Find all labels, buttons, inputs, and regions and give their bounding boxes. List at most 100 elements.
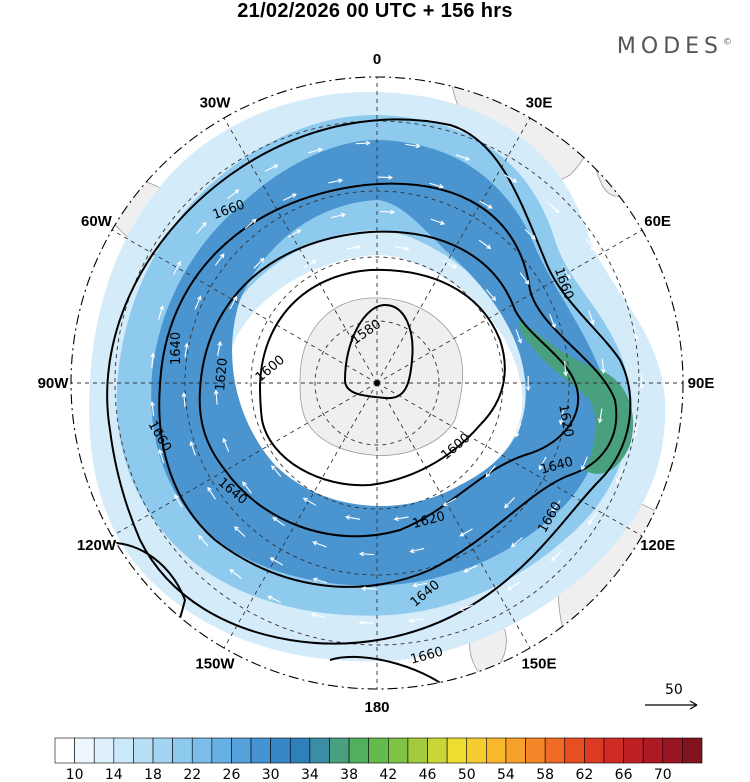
wind-arrowhead — [234, 189, 240, 194]
wind-arrowhead — [269, 557, 275, 562]
colorbar-tick-label: 46 — [419, 767, 437, 782]
wind-arrow — [272, 517, 285, 527]
wind-arrowhead — [563, 371, 568, 377]
longitude-label: 90E — [688, 375, 715, 392]
contour-1640 — [158, 182, 618, 588]
wind-arrow — [551, 550, 563, 561]
wind-arrow — [405, 143, 420, 147]
colorbar-tick-label: 54 — [497, 767, 515, 782]
longitude-label: 90W — [38, 375, 70, 392]
wind-arrowhead — [181, 392, 187, 398]
antarctica-landmass — [299, 297, 464, 456]
colorbar-swatch — [544, 737, 566, 764]
wind-arrowhead — [150, 352, 156, 358]
wind-arrowhead — [150, 401, 155, 407]
wind-arrowhead — [566, 274, 571, 280]
wind-arrowhead — [217, 340, 223, 347]
colorbar-tick-label: 26 — [223, 767, 241, 782]
wind-arrowhead — [310, 612, 316, 618]
colorbar-tick-label: 58 — [536, 767, 554, 782]
wind-arrow — [308, 148, 322, 154]
colorbar-swatch — [584, 737, 605, 764]
wind-arrow — [173, 261, 181, 275]
wind-arrowhead — [504, 503, 509, 509]
reference-vector-label: 50 — [665, 682, 683, 698]
wind-arrowhead — [615, 478, 621, 484]
wind-arrowhead — [587, 520, 593, 526]
longitude-labels: 0 30E 60E 90E 120E 150E 180 150W 120W 90W 60W 30W — [38, 51, 715, 716]
wind-arrowhead — [312, 540, 318, 546]
wind-arrow — [504, 497, 515, 508]
meridian-line — [111, 382, 378, 537]
wind-vectors — [150, 140, 645, 626]
wind-arrowhead — [198, 534, 203, 540]
wind-arrowhead — [234, 526, 239, 531]
wind-arrowhead — [245, 374, 251, 380]
wind-arrow — [268, 595, 282, 603]
wind-arrow — [328, 179, 343, 184]
wind-arrow — [252, 329, 259, 343]
wind-arrowhead — [197, 295, 202, 301]
wind-arrowhead — [581, 465, 586, 471]
wind-arrow — [485, 289, 496, 301]
wind-arrowhead — [337, 178, 344, 184]
wind-arrow — [443, 260, 457, 269]
wind-arrow — [312, 541, 327, 548]
wind-arrow — [479, 200, 493, 209]
wind-arrow — [560, 410, 564, 425]
wind-arrowhead — [254, 328, 259, 334]
wind-arrowhead — [590, 245, 595, 251]
wind-arrow — [519, 272, 530, 285]
wind-arrowhead — [358, 620, 364, 626]
colorbar-swatch — [427, 737, 448, 764]
colorbar-swatch — [486, 737, 507, 764]
south-pole-marker — [374, 380, 380, 386]
wind-arrowhead — [388, 175, 394, 180]
wind-arrowhead — [184, 342, 189, 348]
wind-arrowhead — [524, 279, 530, 285]
wind-arrowhead — [159, 305, 164, 311]
shading-core — [151, 140, 605, 586]
wind-arrow — [151, 353, 154, 368]
colorbar-swatch — [289, 737, 311, 764]
wind-arrow — [174, 494, 183, 508]
wind-arrow — [190, 441, 196, 456]
wind-arrow — [394, 516, 409, 520]
wind-arrowhead — [600, 368, 606, 374]
colorbar-tick-label: 14 — [105, 767, 123, 782]
wind-arrowhead — [355, 244, 362, 250]
wind-arrow — [360, 553, 375, 556]
wind-arrowhead — [487, 204, 493, 209]
wind-arrow — [194, 296, 202, 310]
wind-arrowhead — [510, 542, 516, 548]
wind-arrowhead — [617, 288, 622, 295]
wind-arrowhead — [312, 577, 318, 583]
wind-arrow — [443, 497, 457, 506]
longitude-label: 0 — [373, 51, 381, 68]
wind-arrowhead — [219, 253, 225, 259]
wind-arrow — [196, 222, 207, 234]
wind-arrow — [429, 182, 444, 188]
wind-arrow — [217, 341, 221, 356]
colorbar-tick-label: 66 — [615, 767, 633, 782]
contour-label-1620: 1620 — [555, 403, 576, 438]
brand-text: MODES — [616, 34, 723, 59]
wind-arrowhead — [251, 422, 257, 428]
wind-arrow — [616, 469, 623, 483]
wind-arrow — [355, 142, 370, 145]
longitude-label: 60E — [644, 213, 671, 230]
wind-arrowhead — [439, 220, 446, 226]
wind-arrowhead — [442, 501, 448, 506]
wind-arrowhead — [259, 257, 265, 263]
wind-arrow — [223, 438, 230, 452]
wind-arrow — [588, 512, 597, 525]
wind-arrow — [303, 260, 317, 269]
wind-arrowhead — [633, 432, 638, 438]
wind-arrow — [264, 164, 278, 172]
wind-arrowhead — [276, 288, 282, 294]
wind-arrowhead — [393, 516, 399, 522]
wind-arrow — [601, 358, 605, 373]
wind-arrowhead — [158, 448, 163, 455]
longitude-label: 120W — [77, 537, 117, 554]
brand-copyright-mark: © — [723, 37, 732, 48]
